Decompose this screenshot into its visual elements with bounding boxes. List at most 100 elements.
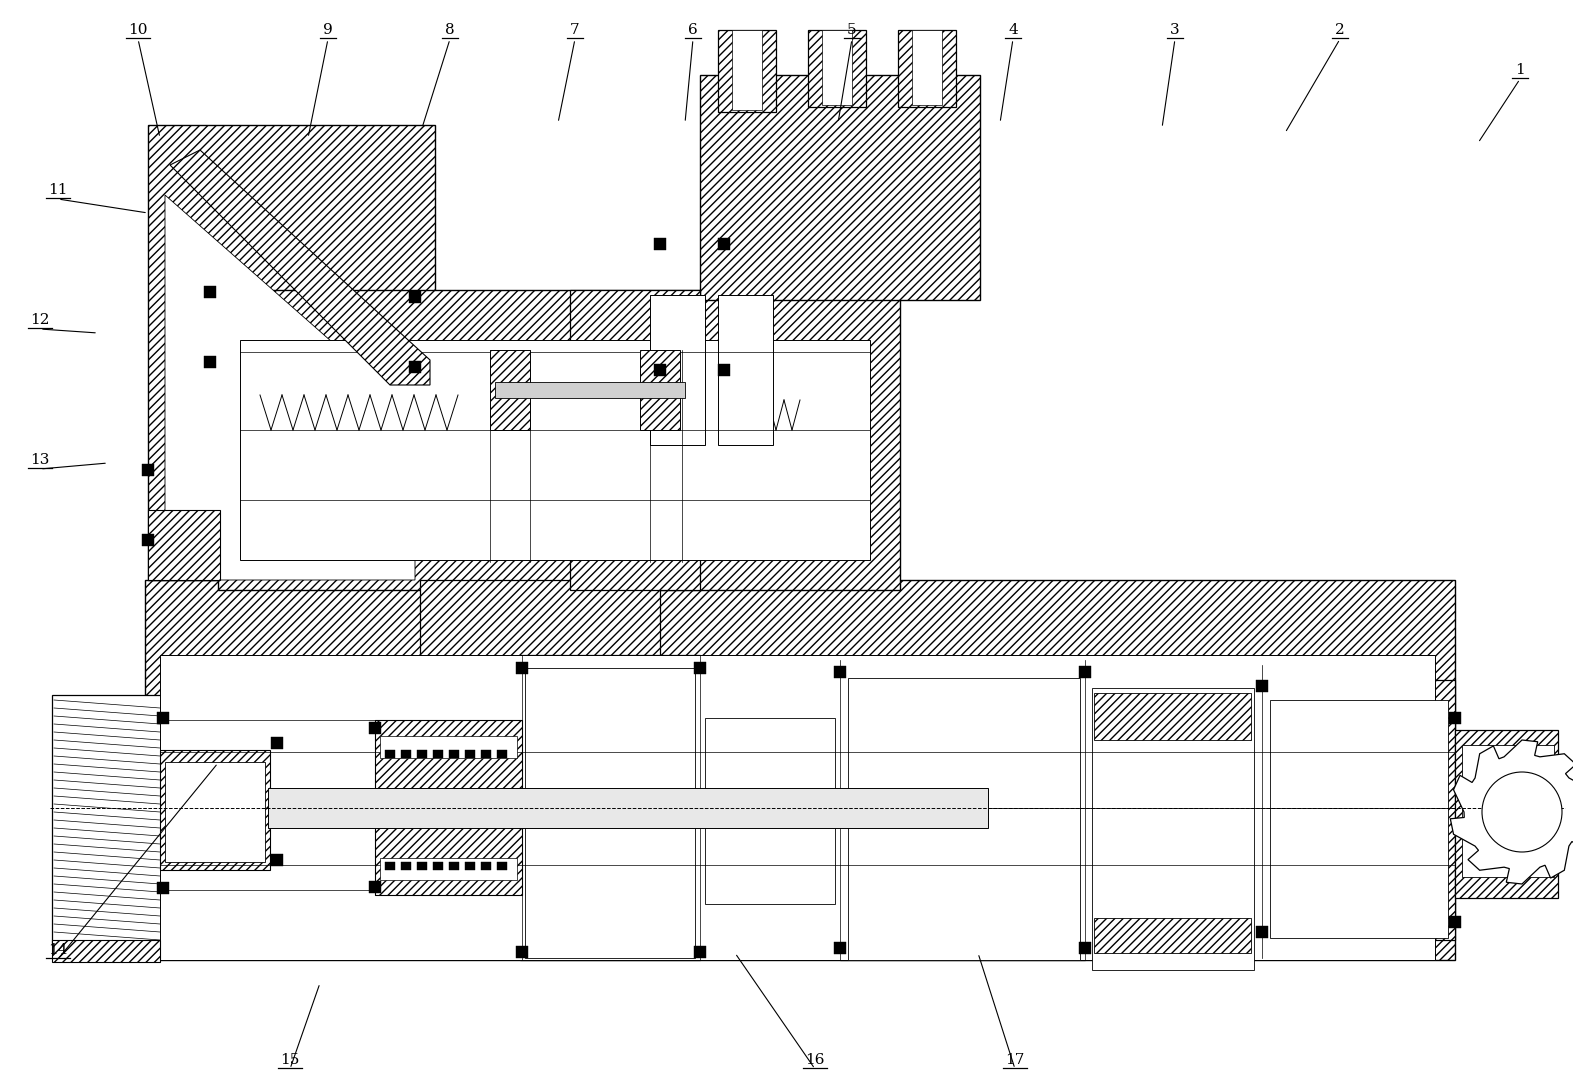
Polygon shape [700,700,840,919]
Text: 4: 4 [1008,23,1018,37]
Bar [409,361,422,373]
Bar [809,30,867,107]
Bar [165,762,264,862]
Bar [1079,666,1092,678]
Bar [525,668,695,958]
Bar [370,722,381,734]
Text: 5: 5 [848,23,857,37]
Polygon shape [148,125,436,580]
Bar [160,655,1435,960]
Bar [1092,688,1254,970]
Polygon shape [1262,680,1455,940]
Bar [271,854,283,866]
Bar [433,862,444,870]
Bar [1093,918,1251,953]
Polygon shape [840,660,1085,960]
Text: 12: 12 [30,313,50,327]
Text: 2: 2 [1335,23,1345,37]
Text: 15: 15 [280,1053,300,1067]
Bar [385,862,395,870]
Bar [491,350,530,430]
Bar [241,340,870,560]
Bar [848,678,1081,960]
Bar [650,295,705,445]
Polygon shape [700,75,980,300]
Bar [157,712,168,725]
Bar [204,286,216,298]
Bar [834,666,846,678]
Bar [401,862,411,870]
Bar [417,751,426,758]
Bar [466,862,475,870]
Bar [823,30,853,105]
Bar [1079,942,1092,954]
Text: 8: 8 [445,23,455,37]
Bar [271,738,283,749]
Polygon shape [165,195,415,580]
Text: 10: 10 [129,23,148,37]
Polygon shape [1450,740,1573,884]
Bar [497,751,507,758]
Bar [1449,712,1461,725]
Bar [204,356,216,368]
Bar [52,695,162,945]
Bar [495,382,684,397]
Circle shape [1482,772,1562,852]
Polygon shape [521,655,700,960]
Bar [142,464,154,477]
Bar [912,30,942,105]
Bar [834,942,846,954]
Text: 1: 1 [1515,63,1524,77]
Bar [448,751,459,758]
Polygon shape [1085,665,1262,958]
Text: 3: 3 [1170,23,1180,37]
Text: 13: 13 [30,453,50,467]
Polygon shape [420,580,661,660]
Bar [717,238,730,250]
Bar [267,788,988,828]
Bar [640,350,680,430]
Polygon shape [1455,730,1557,898]
Bar [52,940,160,962]
Bar [1269,700,1449,938]
Bar [705,718,835,904]
Bar [466,751,475,758]
Bar [1255,680,1268,692]
Bar [481,751,491,758]
Text: 16: 16 [805,1053,824,1067]
Polygon shape [219,290,900,590]
Polygon shape [374,720,522,895]
Bar [1449,916,1461,928]
Bar [370,880,381,893]
Text: 14: 14 [49,943,68,957]
Bar [417,862,426,870]
Bar [717,364,730,376]
Bar [409,291,422,303]
Bar [717,30,775,112]
Bar [898,30,956,107]
Polygon shape [170,151,429,384]
Polygon shape [145,580,1455,960]
Bar [385,751,395,758]
Bar [654,364,665,376]
Bar [448,862,459,870]
Bar [694,662,706,674]
Bar [381,736,518,758]
Text: 7: 7 [569,23,580,37]
Text: 9: 9 [322,23,333,37]
Bar [433,751,444,758]
Bar [694,945,706,958]
Bar [157,882,168,893]
Bar [401,751,411,758]
Polygon shape [148,510,220,580]
Text: 6: 6 [687,23,698,37]
Bar [654,238,665,250]
Text: 17: 17 [1005,1053,1024,1067]
Bar [381,858,518,880]
Bar [1255,926,1268,938]
Bar [481,862,491,870]
Bar [1461,745,1554,877]
Text: 11: 11 [49,183,68,197]
Polygon shape [160,751,271,870]
Bar [497,862,507,870]
